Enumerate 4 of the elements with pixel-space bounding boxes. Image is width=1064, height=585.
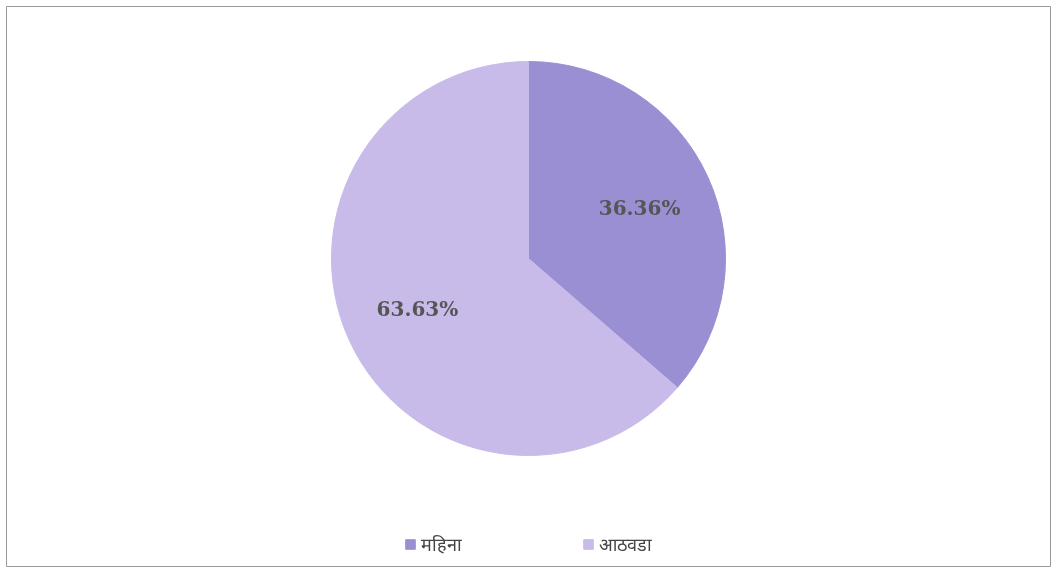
- legend-label: महिना: [421, 534, 462, 556]
- legend-label: आठवडा: [599, 534, 652, 556]
- data-label: 63.63%: [376, 297, 459, 322]
- data-label: 36.36%: [598, 195, 681, 220]
